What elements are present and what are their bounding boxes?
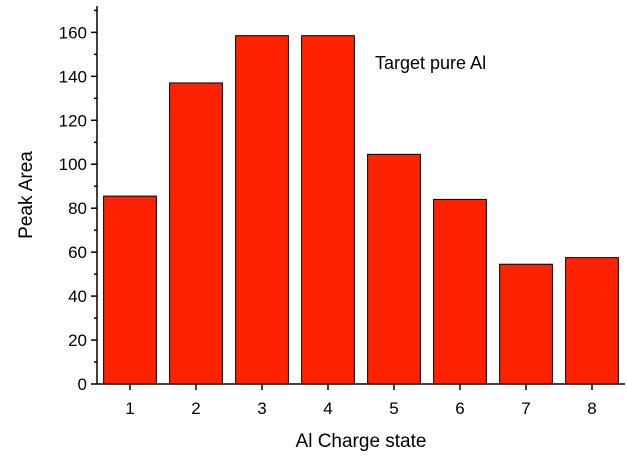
y-axis-label: Peak Area	[16, 151, 37, 239]
x-tick-label: 2	[191, 399, 200, 418]
bar-8	[565, 257, 619, 385]
x-tick-label: 6	[455, 399, 464, 418]
y-tick-label: 20	[68, 331, 87, 350]
chart-annotation: Target pure Al	[375, 53, 486, 73]
bars-group	[103, 35, 619, 385]
bar-2	[169, 82, 223, 385]
y-tick-label: 80	[68, 199, 87, 218]
x-tick-label: 1	[125, 399, 134, 418]
bar-4	[301, 35, 355, 385]
y-tick-label: 40	[68, 287, 87, 306]
x-axis-label: Al Charge state	[296, 431, 427, 452]
bar-6	[433, 198, 487, 385]
x-tick-label: 3	[257, 399, 266, 418]
x-tick-label: 7	[521, 399, 530, 418]
y-tick-label: 0	[78, 375, 87, 394]
y-tick-label: 100	[59, 155, 87, 174]
bar-1	[103, 195, 157, 385]
x-tick-label: 5	[389, 399, 398, 418]
y-tick-label: 120	[59, 111, 87, 130]
x-axis-ticks: 1 2 3 4 5 6 7 8	[125, 384, 597, 418]
x-tick-label: 4	[323, 399, 332, 418]
y-axis-ticks: 0 20 40 60 80 100 120 140 160	[59, 9, 97, 394]
y-tick-label: 60	[68, 243, 87, 262]
bar-3	[235, 35, 289, 385]
bar-7	[499, 263, 553, 385]
x-tick-label: 8	[587, 399, 596, 418]
y-tick-label: 160	[59, 23, 87, 42]
y-tick-label: 140	[59, 67, 87, 86]
bar-5	[367, 153, 421, 385]
